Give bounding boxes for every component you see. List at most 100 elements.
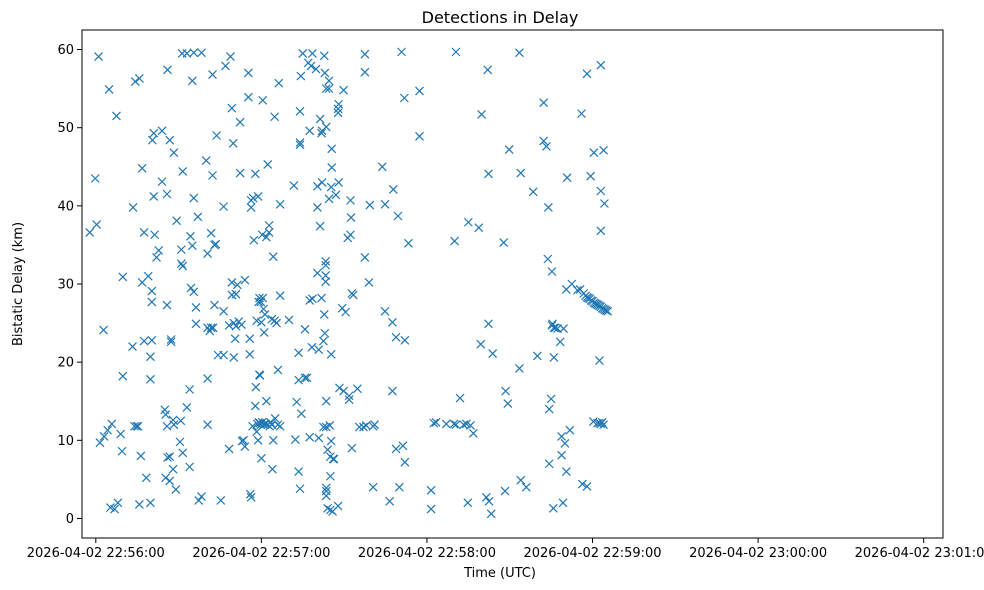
data-point	[329, 454, 339, 464]
data-point	[295, 106, 305, 116]
data-point	[319, 310, 329, 319]
data-point	[275, 291, 285, 301]
data-point	[307, 342, 317, 352]
data-point	[463, 498, 473, 508]
y-tick-label: 50	[57, 121, 74, 136]
data-point	[455, 393, 465, 403]
data-point	[352, 384, 362, 394]
data-point	[380, 306, 390, 316]
x-axis-label: Time (UTC)	[463, 566, 536, 581]
data-point	[393, 211, 403, 221]
data-point	[235, 117, 245, 127]
data-point	[253, 435, 263, 445]
data-point	[314, 345, 324, 355]
data-point	[136, 451, 146, 461]
data-point	[208, 323, 218, 333]
data-point	[344, 391, 354, 401]
data-point	[139, 336, 149, 346]
data-point	[544, 459, 554, 469]
data-point	[92, 220, 102, 230]
data-point	[603, 306, 613, 316]
data-point	[292, 397, 302, 407]
x-axis-ticks: 2026-04-02 22:56:00 2026-04-02 22:57:00 20…	[27, 538, 984, 561]
data-point	[169, 148, 179, 158]
data-point	[206, 323, 216, 333]
data-point	[321, 84, 331, 94]
data-point	[528, 187, 538, 197]
data-point	[477, 109, 487, 119]
data-point	[312, 268, 322, 278]
data-point	[360, 49, 370, 59]
data-point	[597, 417, 607, 427]
data-point	[321, 396, 331, 406]
data-point	[391, 332, 401, 342]
data-point	[305, 432, 315, 442]
data-point	[360, 67, 370, 77]
data-point	[258, 95, 268, 105]
scatter-markers	[85, 47, 613, 519]
data-point	[548, 503, 558, 513]
data-point	[300, 324, 310, 334]
data-point	[544, 404, 554, 414]
data-point	[451, 47, 461, 57]
data-point	[130, 421, 139, 431]
data-point	[325, 471, 335, 481]
data-point	[104, 84, 114, 94]
data-point	[503, 399, 513, 408]
data-point	[348, 290, 358, 300]
data-point	[317, 128, 326, 138]
data-point	[264, 227, 274, 237]
data-point	[165, 135, 175, 145]
data-point	[118, 272, 128, 282]
data-point	[399, 93, 409, 103]
data-point	[268, 435, 278, 445]
data-point	[339, 85, 349, 95]
data-point	[221, 61, 230, 71]
data-point	[273, 365, 283, 375]
data-point	[296, 71, 306, 81]
y-tick-label: 60	[57, 43, 74, 58]
data-point	[116, 429, 126, 439]
data-point	[149, 192, 159, 201]
data-point	[441, 419, 451, 429]
data-point	[426, 485, 436, 495]
data-point	[132, 421, 142, 431]
data-point	[270, 414, 280, 423]
data-point	[476, 339, 486, 349]
data-point	[261, 396, 271, 406]
data-point	[400, 335, 410, 345]
data-point	[248, 193, 258, 203]
data-point	[206, 228, 216, 238]
data-point	[311, 64, 321, 74]
data-point	[150, 230, 160, 240]
data-point	[555, 337, 565, 347]
data-point	[177, 49, 187, 58]
data-point	[321, 270, 331, 280]
data-point	[146, 498, 155, 508]
data-point	[562, 173, 572, 183]
data-point	[335, 383, 344, 393]
data-point	[210, 300, 219, 310]
data-point	[147, 286, 157, 296]
data-point	[463, 217, 473, 227]
axes	[81, 29, 944, 539]
data-point	[243, 68, 253, 78]
data-point	[557, 431, 567, 441]
data-point	[193, 212, 203, 222]
data-point	[532, 351, 542, 361]
data-point	[415, 86, 424, 96]
data-point	[256, 317, 266, 327]
data-point	[347, 443, 357, 453]
data-point	[484, 169, 493, 179]
data-point	[163, 65, 172, 75]
data-point	[320, 328, 330, 338]
data-point	[246, 202, 256, 212]
data-point	[539, 136, 549, 146]
data-point	[185, 462, 195, 472]
data-point	[203, 374, 212, 383]
data-point	[231, 321, 241, 331]
data-point	[94, 52, 103, 61]
data-point	[250, 169, 260, 179]
data-point	[264, 220, 274, 230]
